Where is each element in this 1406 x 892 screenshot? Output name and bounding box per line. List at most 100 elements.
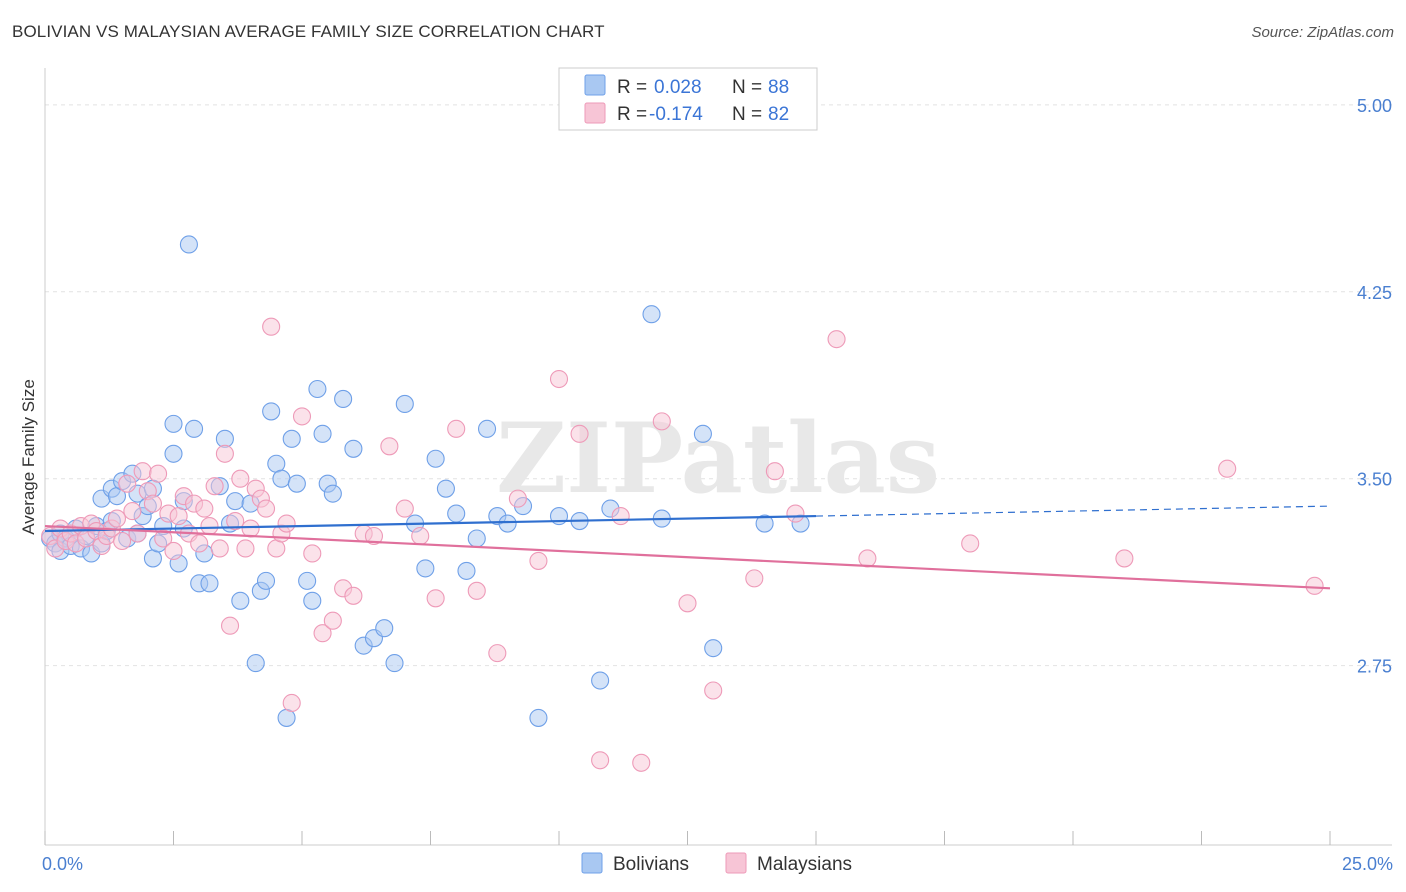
data-point [210, 539, 229, 558]
trend-line-malaysians [44, 524, 1331, 590]
bottom-legend-swatch-malaysians [725, 852, 747, 874]
legend-r-label-2: R = [617, 104, 647, 125]
data-point [961, 534, 980, 553]
source-label: Source: ZipAtlas.com [1251, 24, 1394, 41]
chart-title: BOLIVIAN VS MALAYSIAN AVERAGE FAMILY SIZ… [12, 22, 605, 41]
data-point [143, 494, 162, 513]
data-point [591, 671, 610, 690]
data-point [1218, 459, 1237, 478]
data-point [241, 519, 260, 538]
data-point [164, 541, 183, 561]
data-point [149, 464, 168, 483]
data-point [220, 616, 240, 635]
y-tick-label: 5.00 [1357, 96, 1392, 116]
data-point [303, 591, 322, 610]
bottom-legend-label-malaysians: Malaysians [757, 854, 852, 875]
legend-n-label-2: N = [732, 104, 762, 125]
data-point [200, 574, 219, 593]
data-point [256, 571, 276, 590]
data-point [529, 708, 548, 727]
data-point [231, 469, 250, 488]
data-point [262, 402, 281, 421]
data-point [323, 484, 342, 503]
data-point [107, 509, 127, 528]
data-point [426, 449, 445, 468]
data-point [334, 389, 353, 409]
data-point [154, 529, 173, 548]
data-point [364, 526, 384, 546]
data-point [395, 394, 414, 413]
data-point [704, 639, 723, 658]
data-point [226, 512, 245, 531]
data-point [411, 526, 430, 546]
x-tick-label: 0.0% [42, 854, 83, 874]
data-point [298, 571, 317, 590]
data-point [303, 544, 322, 563]
data-point [272, 469, 291, 488]
data-point [282, 429, 301, 448]
data-point [256, 499, 276, 518]
data-point [467, 581, 486, 600]
data-point [395, 499, 414, 518]
data-point [236, 539, 255, 558]
data-point [215, 444, 234, 463]
data-point [344, 586, 363, 605]
data-point [457, 561, 476, 580]
bottom-legend-swatch-bolivians [581, 852, 603, 874]
data-point [591, 751, 610, 770]
legend-r-value-2: -0.174 [649, 104, 703, 125]
data-point [123, 502, 142, 521]
data-point [344, 439, 363, 458]
series-bolivians [41, 235, 810, 727]
data-point [508, 489, 527, 508]
data-point [498, 514, 517, 533]
data-point [745, 569, 764, 588]
y-tick-label: 4.25 [1357, 283, 1392, 303]
data-point [385, 654, 404, 673]
data-point [292, 407, 312, 426]
data-point [652, 412, 671, 431]
data-point [169, 507, 188, 526]
data-point [200, 516, 219, 536]
data-point [529, 551, 548, 570]
data-point [128, 524, 147, 543]
data-point [488, 644, 507, 663]
data-point [1305, 576, 1324, 595]
data-point [642, 305, 661, 324]
data-point [858, 549, 877, 568]
data-point [765, 462, 784, 481]
data-point [467, 529, 486, 548]
data-point [570, 424, 589, 443]
data-point [549, 369, 569, 389]
y-axis-title: Average Family Size [19, 379, 38, 535]
trend-layer [44, 505, 1331, 590]
legend-r-label-1: R = [617, 77, 647, 98]
data-point [313, 424, 332, 443]
data-point [262, 317, 281, 336]
data-point [118, 474, 137, 493]
legend-n-value-1: 88 [768, 77, 789, 98]
data-point [704, 681, 723, 700]
data-point [190, 534, 209, 553]
data-point [164, 414, 183, 433]
data-point [246, 654, 265, 673]
top-legend: R = 0.028 N = 88 R = -0.174 N = 82 [558, 67, 818, 131]
data-point [164, 444, 183, 463]
data-point [786, 504, 805, 523]
data-point [313, 624, 332, 643]
bottom-legend: Bolivians Malaysians [581, 852, 852, 875]
data-point [827, 330, 846, 349]
y-tick-label: 3.50 [1357, 470, 1392, 490]
data-point [678, 594, 697, 613]
legend-n-label-1: N = [732, 77, 762, 98]
data-point [375, 619, 394, 638]
data-point [755, 514, 774, 533]
trend-line-bolivians [44, 514, 817, 533]
trend-extension-bolivians [815, 505, 1331, 517]
legend-swatch-bolivians [584, 74, 606, 96]
legend-n-value-2: 82 [768, 104, 789, 125]
y-tick-label: 2.75 [1357, 657, 1392, 677]
data-point [477, 419, 497, 438]
data-point [226, 492, 245, 511]
